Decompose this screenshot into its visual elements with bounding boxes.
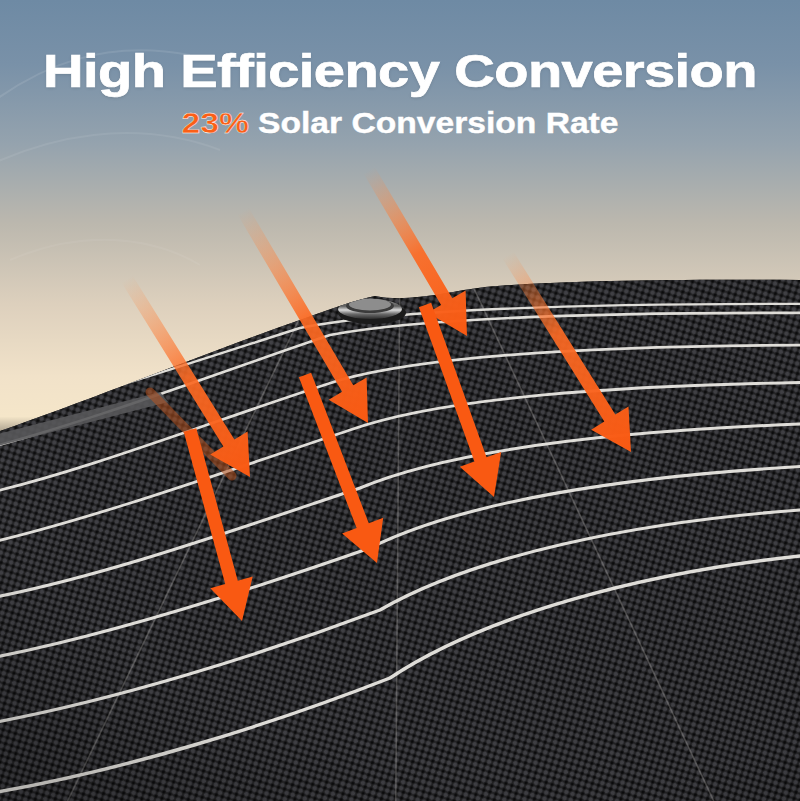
svg-text:SOLAR MODULE: SOLAR MODULE (0, 398, 49, 419)
